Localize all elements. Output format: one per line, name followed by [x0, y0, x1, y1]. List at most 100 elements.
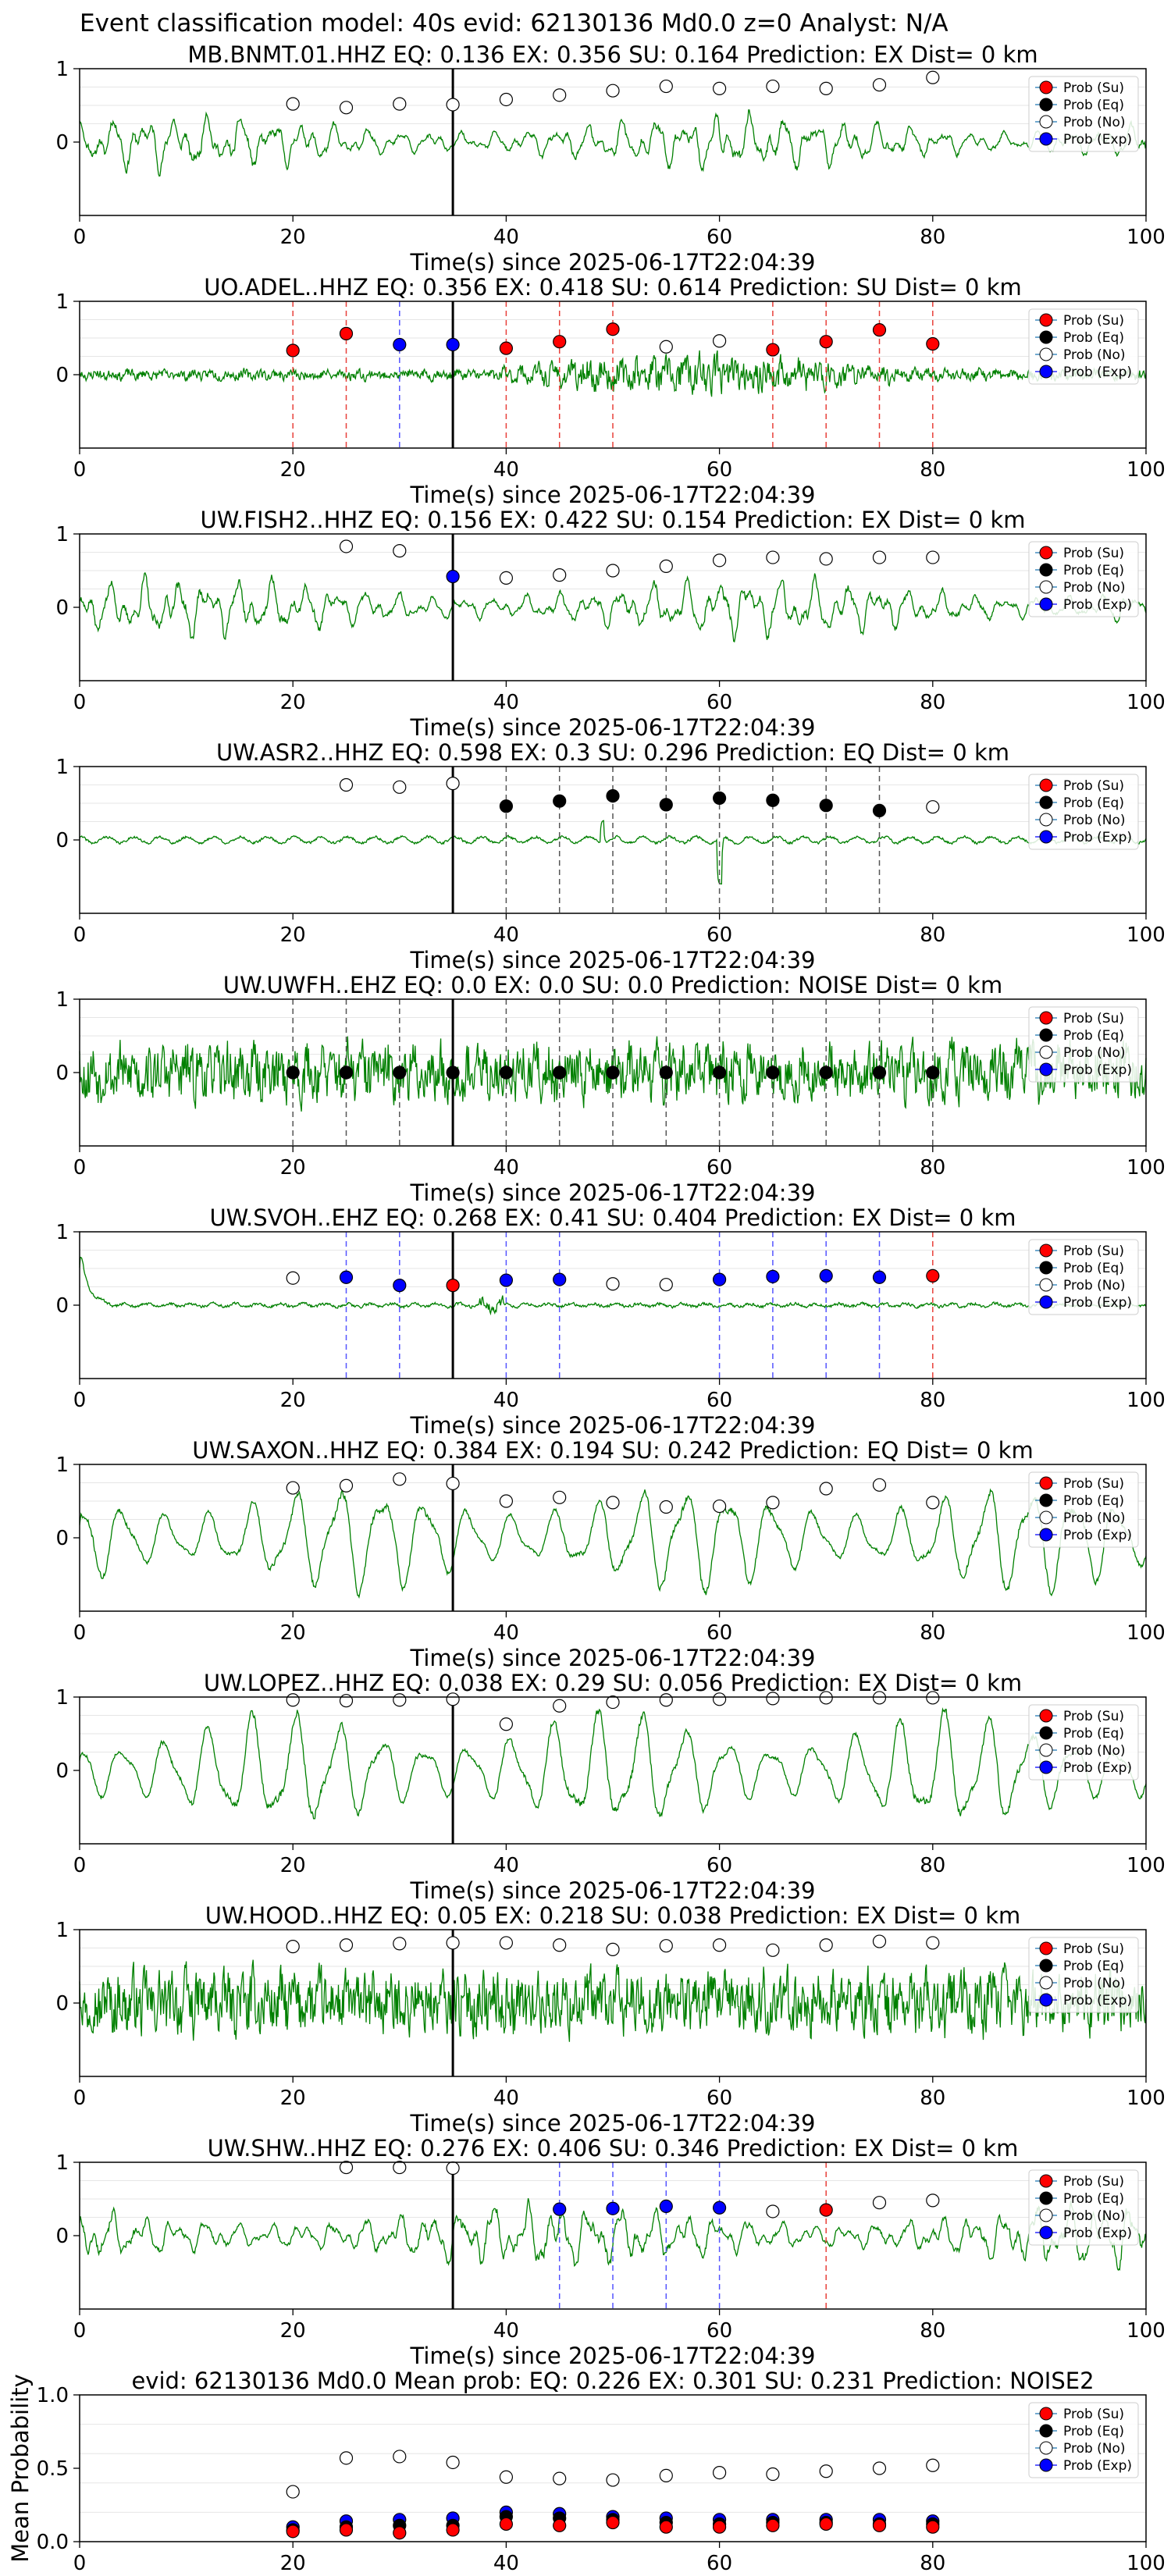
prob-point-no	[393, 1472, 407, 1486]
x-tick-label: 40	[493, 2087, 519, 2110]
mean-point-no	[553, 2471, 567, 2485]
prob-point-eq	[339, 1066, 354, 1080]
prob-point-eq	[712, 791, 727, 806]
panel-5: UW.SVOH..EHZ EQ: 0.268 EX: 0.41 SU: 0.40…	[55, 1204, 1165, 1439]
x-tick-label: 20	[280, 458, 306, 482]
legend-marker	[1039, 1278, 1053, 1292]
prob-point-no	[659, 1278, 673, 1292]
legend-label: Prob (Exp)	[1063, 132, 1132, 148]
y-tick-label: 1	[55, 1221, 69, 1244]
prob-point-no	[393, 1937, 407, 1951]
legend: Prob (Su)Prob (Eq)Prob (No)Prob (Exp)	[1028, 76, 1139, 152]
legend-label: Prob (No)	[1063, 1976, 1126, 1991]
legend-frame	[1028, 1006, 1139, 1083]
legend-marker	[1039, 1510, 1053, 1525]
waveform-trace	[79, 1488, 1147, 1599]
legend: Prob (Su)Prob (Eq)Prob (No)Prob (Exp)	[1028, 2169, 1139, 2246]
legend-marker	[1039, 1244, 1053, 1258]
prob-point-su	[926, 336, 940, 351]
prob-point-no	[339, 101, 354, 115]
legend-label: Prob (No)	[1063, 347, 1126, 363]
x-tick-label: 40	[493, 2552, 519, 2575]
prob-point-no	[712, 81, 727, 95]
prob-point-eq	[553, 794, 567, 808]
legend-label: Prob (No)	[1063, 2441, 1126, 2457]
legend-label: Prob (Exp)	[1063, 597, 1132, 613]
legend-label: Prob (Exp)	[1063, 1295, 1132, 1311]
prob-point-no	[712, 1938, 727, 1952]
panel-9: UW.SHW..HHZ EQ: 0.276 EX: 0.406 SU: 0.34…	[55, 2135, 1165, 2369]
x-tick-label: 0	[73, 1854, 87, 1877]
x-tick-label: 60	[707, 923, 732, 947]
mean-point-su	[606, 2515, 620, 2530]
prob-point-no	[872, 1691, 887, 1705]
legend-label: Prob (No)	[1063, 1045, 1126, 1061]
prob-point-no	[659, 1693, 673, 1707]
prob-point-no	[872, 1934, 887, 1948]
y-tick-label: 0	[55, 131, 69, 155]
legend-label: Prob (No)	[1063, 1278, 1126, 1293]
waveform-trace	[79, 820, 1147, 885]
legend-label: Prob (Eq)	[1063, 1028, 1124, 1044]
prob-point-no	[499, 1936, 514, 1950]
prob-point-no	[712, 1692, 727, 1706]
x-tick-label: 100	[1127, 458, 1166, 482]
prob-point-exp	[446, 337, 460, 352]
mean-point-su	[339, 2523, 354, 2537]
legend-marker	[1039, 2226, 1053, 2240]
panel-title: MB.BNMT.01.HHZ EQ: 0.136 EX: 0.356 SU: 0…	[187, 41, 1038, 68]
prob-point-no	[339, 2160, 354, 2175]
x-tick-label: 0	[73, 2319, 87, 2343]
prob-point-eq	[659, 1066, 673, 1080]
prob-point-no	[286, 1693, 300, 1707]
prob-point-su	[819, 2203, 833, 2217]
prob-point-exp	[393, 1279, 407, 1293]
x-tick-label: 80	[920, 1389, 945, 1412]
prob-point-no	[819, 1482, 833, 1496]
prob-point-no	[553, 1490, 567, 1504]
panel-title: UW.SAXON..HHZ EQ: 0.384 EX: 0.194 SU: 0.…	[192, 1437, 1033, 1464]
x-tick-label: 20	[280, 2087, 306, 2110]
legend-marker	[1039, 1760, 1053, 1774]
prob-point-no	[872, 550, 887, 564]
panel-title: UW.ASR2..HHZ EQ: 0.598 EX: 0.3 SU: 0.296…	[216, 739, 1009, 766]
legend-label: Prob (Su)	[1063, 1011, 1124, 1026]
prob-point-no	[393, 544, 407, 558]
x-tick-label: 100	[1127, 1621, 1166, 1645]
prob-point-exp	[712, 1272, 727, 1286]
prob-point-eq	[872, 1066, 887, 1080]
prob-point-no	[766, 1496, 780, 1510]
x-tick-label: 100	[1127, 226, 1166, 249]
prob-point-su	[766, 343, 780, 357]
prob-point-eq	[553, 1066, 567, 1080]
x-tick-label: 100	[1127, 1156, 1166, 1179]
prob-point-eq	[766, 793, 780, 807]
x-tick-label: 40	[493, 458, 519, 482]
axes-frame	[79, 1464, 1147, 1612]
mean-point-no	[286, 2485, 300, 2499]
mean-point-no	[393, 2450, 407, 2464]
mean-point-no	[766, 2467, 780, 2482]
prob-point-exp	[766, 1269, 780, 1283]
legend-marker	[1039, 1726, 1053, 1740]
x-tick-label: 100	[1127, 2319, 1166, 2343]
legend-label: Prob (Exp)	[1063, 1760, 1132, 1776]
prob-point-eq	[393, 1066, 407, 1080]
legend-label: Prob (Su)	[1063, 2174, 1124, 2190]
x-tick-label: 40	[493, 923, 519, 947]
prob-point-no	[553, 1938, 567, 1952]
x-axis-label: Time(s) since 2025-06-17T22:04:39	[410, 249, 816, 276]
legend-label: Prob (Exp)	[1063, 830, 1132, 845]
mean-point-su	[659, 2520, 673, 2534]
legend-marker	[1039, 2208, 1053, 2222]
legend-label: Prob (Eq)	[1063, 2191, 1124, 2207]
prob-point-no	[712, 553, 727, 568]
prob-point-no	[286, 1271, 300, 1285]
y-tick-label: 1	[55, 2151, 69, 2175]
legend-marker	[1039, 2458, 1053, 2472]
legend-label: Prob (Eq)	[1063, 330, 1124, 346]
legend-marker	[1039, 1709, 1053, 1723]
legend: Prob (Su)Prob (Eq)Prob (No)Prob (Exp)	[1028, 308, 1139, 385]
x-tick-label: 100	[1127, 1389, 1166, 1412]
